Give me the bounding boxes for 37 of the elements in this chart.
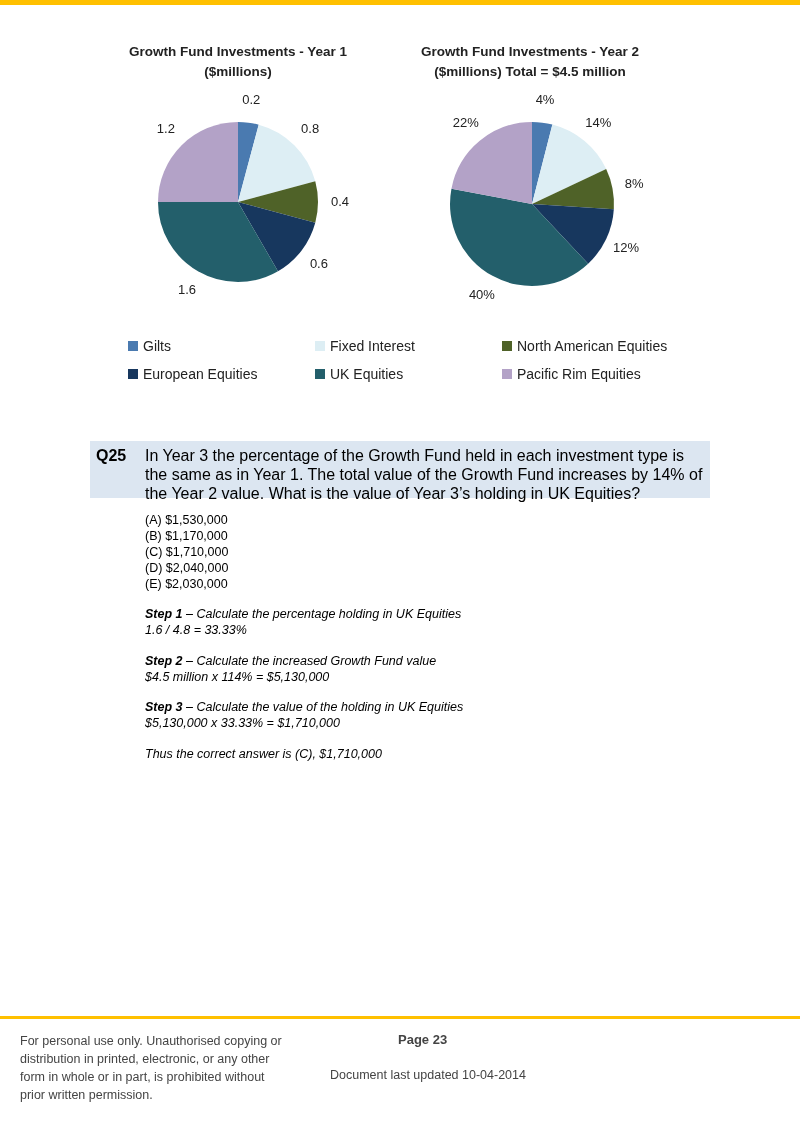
text: In Year 3 the percentage of the Growth Fund held in each investment type is the same as in Year 1. The total value of the Growth Fund increases by 14% of the Year 2 value. What is the value of Year 3’s holding in UK Equities? (145, 446, 704, 503)
data-label: 14% (585, 115, 612, 131)
text: (B) $1,170,000 (145, 529, 228, 544)
slice-label: Growth Fund Investments - Year 1 ($millions) (128, 43, 348, 81)
text: Page 23 (398, 1032, 448, 1047)
data-label: 1.6 (177, 281, 197, 297)
data-label: 1.2 (156, 121, 175, 137)
text: Step 1 – Calculate the percentage holding in UK Equities (145, 607, 462, 621)
data-label: 40% (468, 286, 496, 302)
legend-label: UK Equities (330, 366, 404, 382)
legend-label: North American Equities (517, 338, 668, 354)
text: (C) $1,710,000 (145, 545, 229, 560)
data-label: 0.2 (242, 92, 261, 108)
text: 1.6 / 4.8 = 33.33% (145, 623, 247, 638)
slice-label: Growth Fund Investments - Year 2 ($millions) Total = $4.5 million (419, 43, 641, 81)
text: For personal use only. Unauthorised copying or distribution in printed, electronic, or any other form in whole or in part, is prohibited without prior written permission. (20, 1033, 283, 1104)
data-label: 12% (613, 239, 640, 255)
text: $4.5 million x 114% = $5,130,000 (145, 670, 330, 685)
data-label: 0.4 (330, 193, 350, 209)
text: (E) $2,030,000 (145, 577, 228, 592)
text: $5,130,000 x 33.33% = $1,710,000 (145, 716, 340, 731)
text: (D) $2,040,000 (145, 561, 229, 576)
text: Step 3 – Calculate the value of the holding in UK Equities (145, 700, 464, 714)
data-label: 4% (535, 92, 555, 108)
legend-label: Pacific Rim Equities (517, 366, 641, 382)
legend-label: Fixed Interest (330, 338, 415, 354)
text: (A) $1,530,000 (145, 513, 228, 528)
legend-label: European Equities (143, 366, 258, 382)
data-label: 22% (452, 115, 480, 131)
text: Thus the correct answer is (C), $1,710,000 (145, 747, 382, 762)
data-label: 0.8 (301, 121, 320, 137)
data-label: 0.6 (309, 255, 328, 271)
legend-label: Gilts (143, 338, 171, 354)
data-label: 8% (624, 176, 644, 192)
text: Q25 (96, 446, 128, 466)
text: Document last updated 10-04-2014 (330, 1068, 526, 1083)
text: Step 2 – Calculate the increased Growth Fund value (145, 654, 437, 668)
